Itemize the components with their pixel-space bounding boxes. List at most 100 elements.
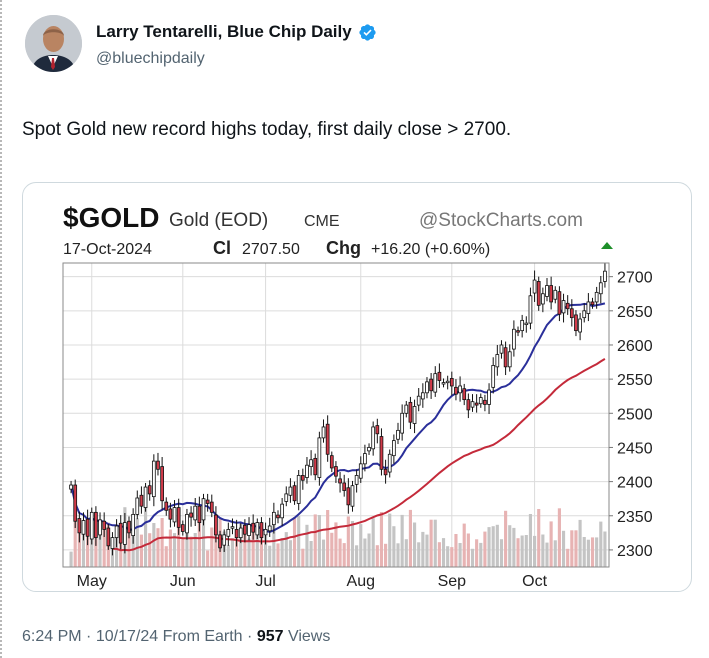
candle — [454, 379, 458, 401]
volume-bar — [284, 532, 288, 567]
chart-symbol: $GOLD — [63, 202, 159, 233]
candle — [98, 512, 102, 540]
candle — [429, 372, 433, 399]
candle — [280, 498, 284, 527]
volume-bar — [81, 520, 86, 567]
candle — [586, 293, 591, 322]
candle — [549, 276, 553, 310]
volume-bar — [603, 531, 607, 567]
candle — [367, 443, 371, 455]
candle — [334, 461, 338, 483]
avatar[interactable] — [25, 15, 82, 72]
volume-bar — [177, 511, 181, 567]
volume-bar — [255, 531, 259, 567]
candle — [305, 457, 309, 484]
tweet-source: From Earth — [162, 628, 243, 645]
candle — [102, 512, 107, 537]
candle — [425, 377, 429, 399]
volume-bar — [259, 537, 264, 567]
candle — [81, 512, 86, 541]
volume-bar — [98, 531, 102, 567]
candle — [470, 394, 475, 412]
volume-bar — [359, 524, 363, 567]
volume-bar — [276, 543, 280, 567]
candle — [230, 518, 235, 535]
volume-bar — [504, 510, 508, 567]
y-tick-label: 2550 — [617, 372, 653, 389]
volume-bar — [77, 533, 81, 567]
candle — [491, 357, 496, 394]
tweet-time[interactable]: 6:24 PM — [22, 628, 82, 645]
candle — [557, 286, 562, 322]
candle — [495, 344, 500, 376]
chart-exchange: CME — [304, 213, 340, 230]
volume-bar — [135, 518, 139, 567]
volume-bar — [152, 523, 156, 567]
volume-bar — [566, 548, 570, 567]
candle — [441, 378, 446, 388]
volume-bar — [90, 526, 94, 567]
candle — [507, 344, 512, 372]
volume-bar — [429, 519, 433, 567]
candle — [520, 314, 525, 338]
author-name-row: Larry Tentarelli, Blue Chip Daily — [96, 22, 377, 42]
volume-bar — [317, 515, 321, 567]
volume-bar — [458, 543, 462, 567]
candle — [321, 419, 326, 443]
author-handle[interactable]: @bluechipdaily — [96, 50, 205, 67]
volume-bar — [396, 543, 400, 567]
candle — [594, 286, 599, 309]
volume-bar — [301, 548, 305, 567]
volume-bar — [561, 530, 566, 567]
views-label: Views — [287, 628, 331, 645]
author-display-name[interactable]: Larry Tentarelli, Blue Chip Daily — [96, 22, 352, 41]
volume-bar — [243, 532, 247, 567]
candle — [603, 263, 607, 288]
volume-bar — [305, 524, 309, 567]
volume-bar — [201, 518, 206, 567]
volume-bar — [524, 535, 528, 567]
chart-date: 17-Oct-2024 — [63, 241, 152, 258]
volume-bar — [437, 542, 441, 567]
volume-bar — [355, 545, 359, 567]
x-tick-label: Oct — [522, 573, 547, 590]
candle — [118, 515, 123, 550]
volume-bar — [570, 530, 574, 567]
candle — [110, 532, 115, 556]
candle — [313, 453, 318, 481]
volume-bar — [384, 543, 388, 567]
y-tick-label: 2450 — [617, 440, 653, 457]
volume-bar — [392, 526, 396, 567]
y-tick-label: 2700 — [617, 270, 653, 287]
volume-bar — [139, 534, 143, 567]
candle — [329, 451, 334, 473]
volume-bar — [537, 509, 541, 567]
candle — [487, 383, 491, 414]
candle — [458, 376, 462, 402]
volume-bar — [346, 516, 350, 567]
volume-bar — [533, 535, 537, 567]
volume-bar — [156, 528, 160, 567]
volume-bar — [491, 526, 495, 567]
chart-up-arrow-icon — [601, 242, 613, 249]
chart-watermark: @StockCharts.com — [419, 210, 583, 231]
ma-long-line — [112, 358, 606, 552]
chart-image[interactable]: 2300 2350 2400 2450 2500 2550 2600 2650 2700 May… — [22, 182, 692, 592]
volume-bar — [441, 538, 446, 567]
candle — [234, 519, 239, 547]
candle — [420, 383, 425, 408]
candle — [338, 472, 342, 493]
candle — [574, 310, 578, 337]
volume-bar — [148, 533, 152, 567]
volume-bar — [160, 518, 164, 567]
candle — [466, 393, 471, 419]
volume-bar — [553, 540, 557, 567]
candle — [185, 508, 189, 540]
chart-change-value: +16.20 (+0.60%) — [371, 241, 490, 258]
chart-instrument-name: Gold (EOD) — [169, 210, 268, 231]
candle — [168, 502, 173, 528]
gold-price-chart: 2300 2350 2400 2450 2500 2550 2600 2650 2700 May… — [62, 202, 653, 590]
tweet-date[interactable]: 10/17/24 — [95, 628, 159, 645]
candle — [214, 506, 218, 543]
volume-bar — [586, 539, 590, 567]
